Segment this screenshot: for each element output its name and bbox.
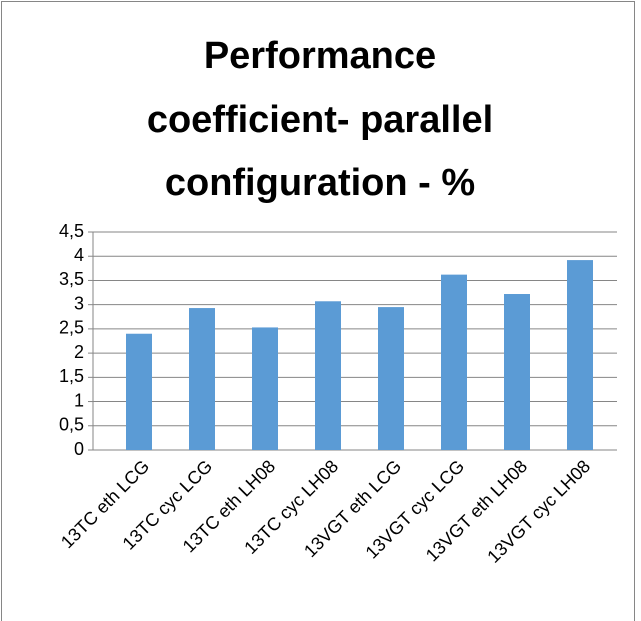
y-tick-label: 2,5 [59, 318, 84, 338]
chart-title: configuration - % [165, 162, 475, 204]
y-tick-label: 2 [74, 342, 84, 362]
bar [441, 274, 467, 450]
y-tick-label: 3 [74, 293, 84, 313]
y-tick-label: 1,5 [59, 366, 84, 386]
chart-title: coefficient- parallel [147, 99, 493, 141]
bar [252, 327, 278, 450]
bar [378, 307, 404, 450]
y-tick-label: 4,5 [59, 221, 84, 241]
bar [315, 301, 341, 450]
y-tick-label: 1 [74, 390, 84, 410]
y-tick-label: 3,5 [59, 269, 84, 289]
bar [126, 333, 152, 450]
chart-title: Performance [204, 35, 436, 77]
y-tick-label: 0 [74, 439, 84, 459]
y-tick-label: 0,5 [59, 415, 84, 435]
bar [567, 260, 593, 450]
y-tick-label: 4 [74, 245, 84, 265]
bar [189, 308, 215, 450]
bar [504, 294, 530, 450]
